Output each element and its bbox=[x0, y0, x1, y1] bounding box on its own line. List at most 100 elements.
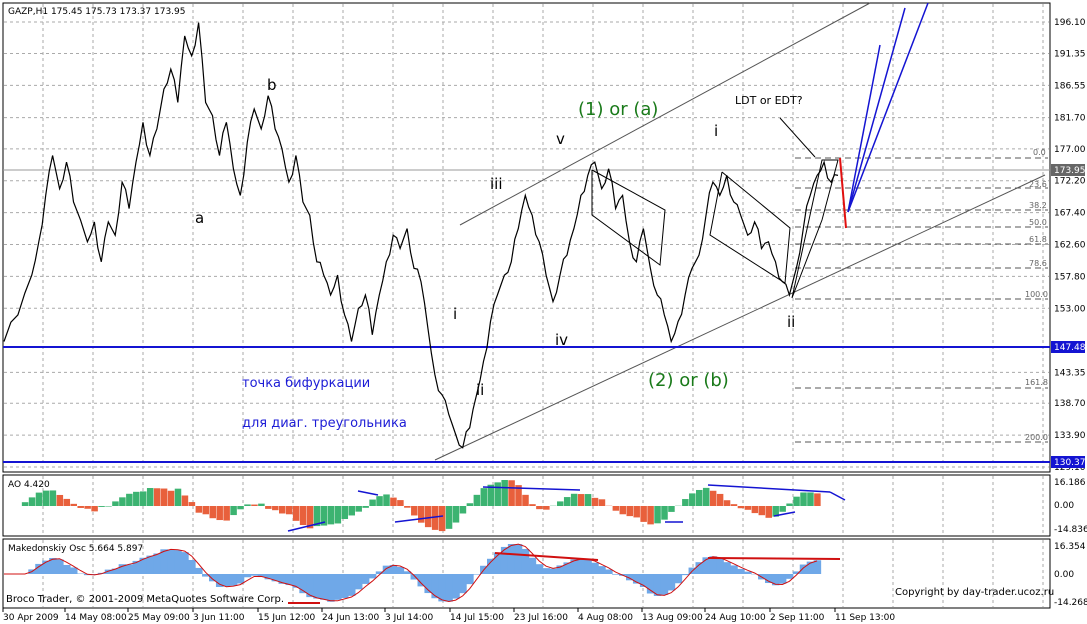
osc-bar bbox=[563, 562, 571, 574]
osc-bar bbox=[215, 574, 224, 587]
osc-bar bbox=[118, 564, 127, 574]
bifurcation-annotation: точка бифуркации bbox=[242, 376, 370, 391]
ao-bar bbox=[119, 497, 126, 506]
ao-bar bbox=[800, 492, 807, 506]
osc-bar bbox=[806, 561, 815, 574]
time-tick-label: 11 Sep 13:00 bbox=[835, 613, 895, 623]
ao-bar bbox=[334, 506, 342, 524]
ao-bar bbox=[251, 504, 258, 506]
price-tick-label: 191.35 bbox=[1054, 50, 1086, 60]
osc-bar bbox=[188, 560, 196, 574]
ao-bar bbox=[313, 506, 321, 527]
ao-bar bbox=[397, 500, 404, 506]
osc-bar bbox=[744, 571, 752, 574]
wave-label: iii bbox=[490, 175, 503, 193]
osc-bar bbox=[792, 571, 801, 574]
osc-bar bbox=[466, 574, 474, 585]
ao-bar bbox=[612, 506, 620, 511]
ao-bar bbox=[786, 503, 793, 506]
ao-bar bbox=[466, 503, 474, 506]
ao-bar bbox=[84, 506, 91, 509]
osc-bar bbox=[417, 574, 425, 587]
osc-bar bbox=[778, 574, 787, 584]
ao-bar bbox=[431, 506, 439, 530]
fib-label: 200.0 bbox=[1025, 433, 1048, 442]
ao-bar bbox=[654, 506, 661, 524]
osc-bar bbox=[285, 574, 293, 586]
osc-bar bbox=[521, 548, 530, 574]
osc-bar bbox=[327, 574, 335, 602]
osc-bar bbox=[375, 571, 384, 574]
ao-bar bbox=[411, 506, 418, 516]
price-tick-label: 167.40 bbox=[1054, 209, 1086, 219]
osc-bar bbox=[70, 567, 78, 574]
ao-bar bbox=[195, 506, 203, 513]
osc-bar bbox=[35, 563, 43, 574]
osc-bar bbox=[535, 564, 544, 574]
time-tick-label: 13 Aug 09:00 bbox=[642, 613, 703, 623]
osc-bar bbox=[799, 564, 808, 574]
fib-label: 100.0 bbox=[1025, 290, 1048, 299]
current-price-label: 173.95 bbox=[1054, 166, 1086, 176]
ao-bar bbox=[306, 506, 314, 529]
price-tick-label: 157.80 bbox=[1054, 272, 1086, 282]
osc-bar bbox=[639, 574, 648, 587]
wave-label: v bbox=[556, 130, 565, 148]
ao-bar bbox=[42, 490, 50, 506]
ao-bar bbox=[598, 499, 606, 506]
ao-bar bbox=[146, 488, 154, 506]
osc-bar bbox=[181, 552, 189, 574]
ao-bar bbox=[689, 493, 696, 506]
ao-bar bbox=[709, 490, 717, 506]
ao-bar bbox=[279, 506, 286, 514]
ao-bar bbox=[292, 506, 300, 521]
ao-bar bbox=[299, 506, 307, 526]
ldt-label: LDT or EDT? bbox=[735, 94, 803, 107]
osc-bar bbox=[382, 565, 391, 574]
ao-bar bbox=[188, 502, 196, 506]
price-tick-label: 172.20 bbox=[1054, 177, 1086, 187]
osc-bar bbox=[507, 544, 516, 574]
osc-axis-tick: 0.00 bbox=[1054, 570, 1074, 580]
osc-bar bbox=[292, 574, 300, 588]
ao-bar bbox=[633, 506, 640, 518]
osc-bar bbox=[313, 574, 321, 599]
ao-bar bbox=[167, 490, 175, 506]
ao-bar bbox=[376, 496, 383, 506]
wave-label: b bbox=[267, 76, 277, 94]
ao-bar bbox=[626, 506, 633, 517]
footer-copyright: Copyright by day-trader.ucoz.ru bbox=[895, 587, 1054, 598]
osc-bar bbox=[674, 574, 683, 584]
wave-label-primary: (2) or (b) bbox=[648, 370, 729, 391]
ao-bar bbox=[21, 502, 29, 506]
ao-bar bbox=[237, 506, 244, 510]
time-tick-label: 30 Apr 2009 bbox=[3, 613, 59, 623]
osc-bar bbox=[320, 574, 328, 600]
osc-bar bbox=[132, 560, 141, 574]
ao-bar bbox=[591, 497, 599, 506]
time-tick-label: 3 Jun 11:00 bbox=[193, 613, 245, 623]
osc-bar bbox=[195, 567, 203, 574]
triangle-annotation: для диаг. треугольника bbox=[242, 416, 407, 431]
osc-bar bbox=[667, 574, 676, 591]
time-tick-label: 2 Sep 11:00 bbox=[770, 613, 825, 623]
ao-bar bbox=[355, 506, 362, 512]
ao-bar bbox=[452, 506, 460, 523]
ao-bar bbox=[327, 506, 335, 525]
ao-bar bbox=[536, 506, 543, 510]
ao-bar bbox=[494, 482, 501, 506]
ao-bar bbox=[258, 503, 265, 506]
ao-bar bbox=[459, 506, 467, 514]
ao-bar bbox=[765, 506, 772, 518]
ao-bar bbox=[543, 506, 550, 510]
lower-channel-line bbox=[434, 174, 1046, 461]
footer-credit: Broco Trader, © 2001-2009 MetaQuotes Sof… bbox=[6, 594, 284, 605]
osc-bar bbox=[146, 555, 154, 574]
ao-bar bbox=[515, 485, 522, 506]
ao-bar bbox=[153, 488, 161, 506]
osc-bar bbox=[42, 560, 50, 574]
ao-bar bbox=[563, 497, 571, 506]
ao-bar bbox=[49, 490, 57, 506]
ao-bar bbox=[793, 496, 800, 506]
